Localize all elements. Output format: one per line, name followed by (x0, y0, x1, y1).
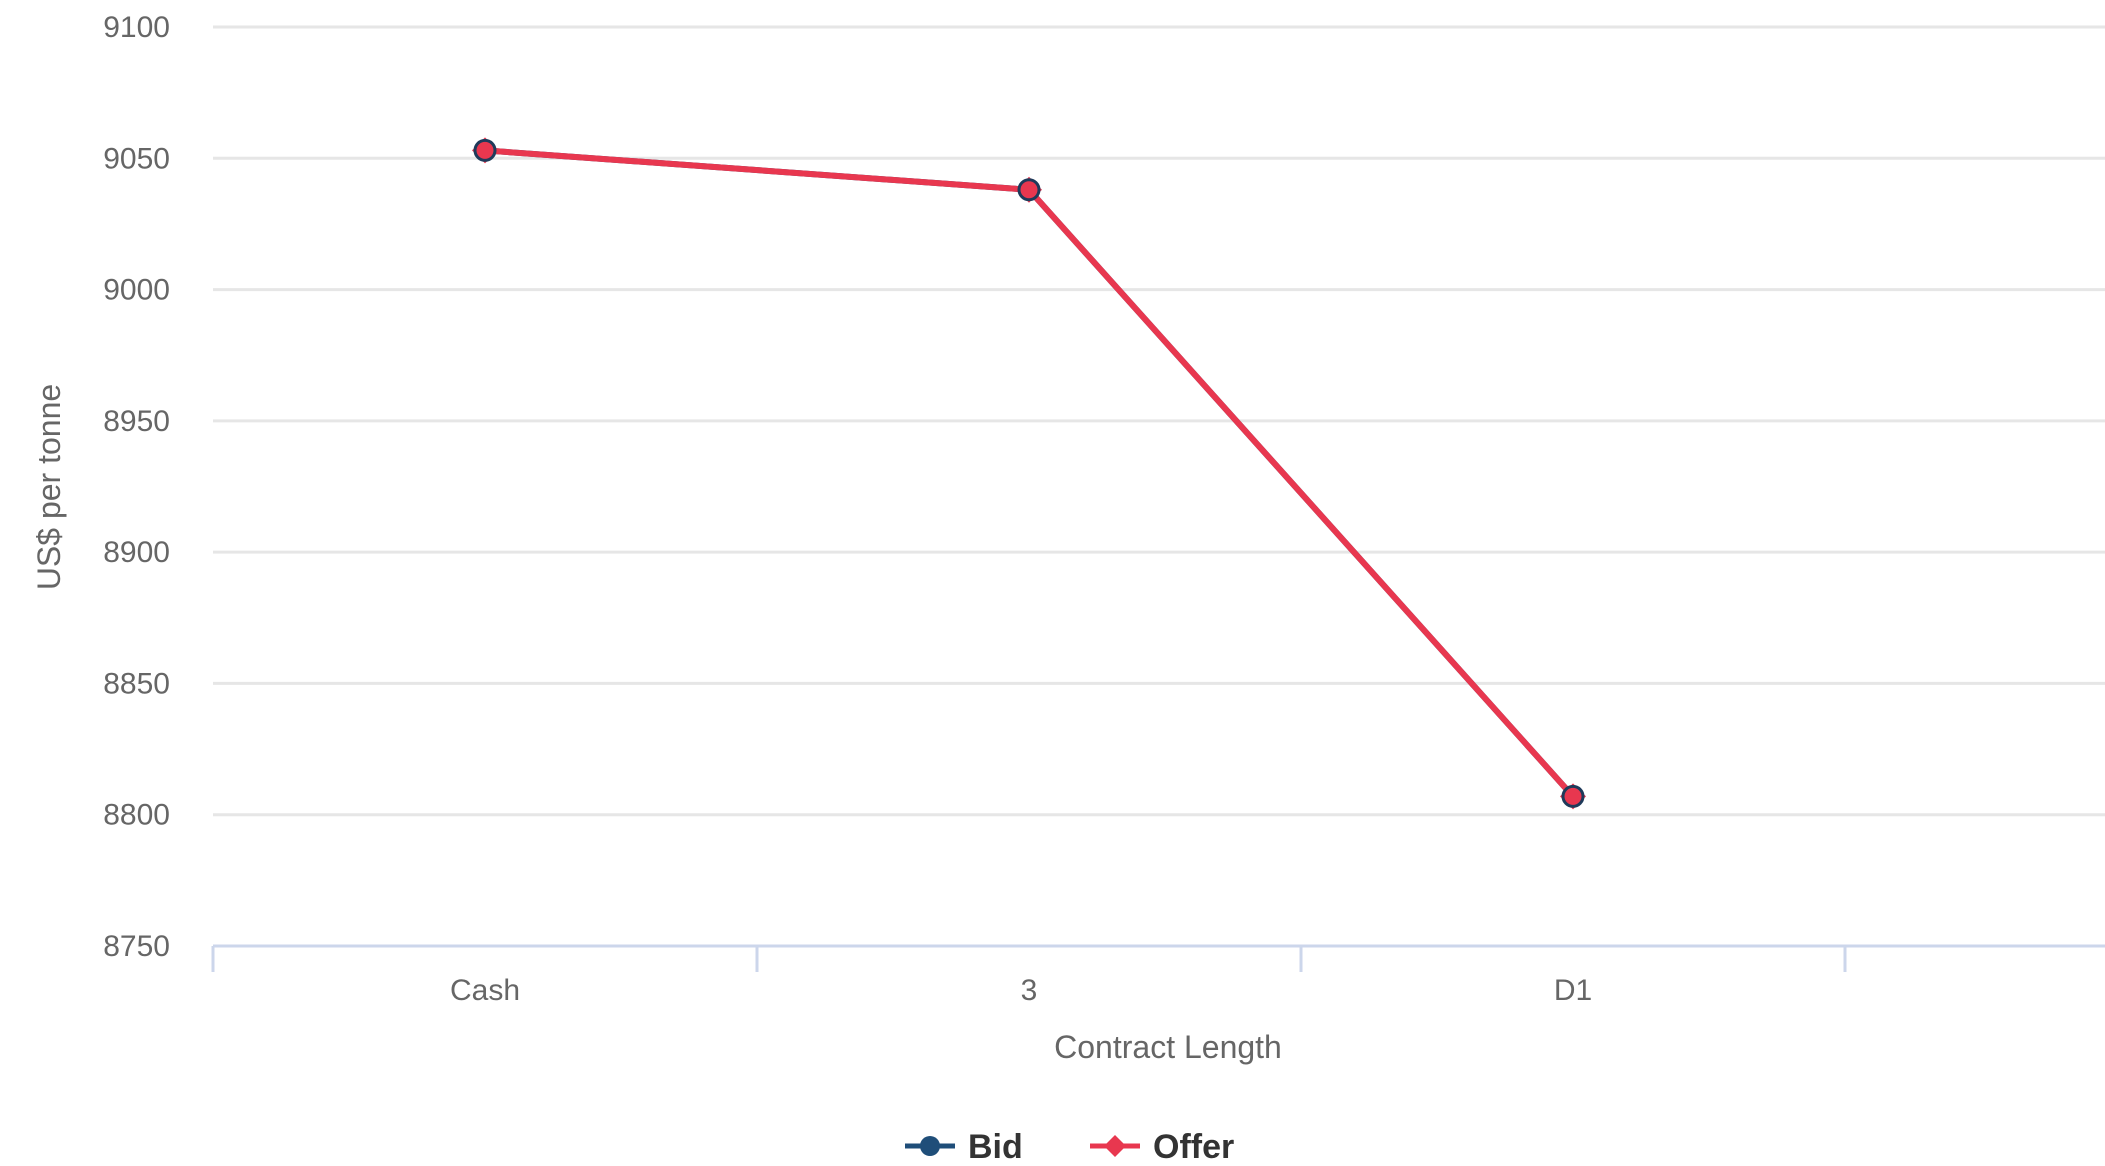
y-axis-ticks: 8750 8800 8850 8900 8950 9000 9050 9100 (103, 11, 170, 963)
data-point[interactable] (473, 138, 497, 162)
y-tick-label: 9000 (103, 274, 170, 307)
legend-symbol (920, 1136, 940, 1156)
y-tick-label: 8950 (103, 405, 170, 438)
y-tick-label: 9100 (103, 11, 170, 44)
legend-label: Bid (968, 1128, 1023, 1166)
data-point[interactable] (1017, 178, 1041, 202)
series-offer (472, 137, 1586, 810)
series-line (484, 147, 1576, 799)
y-tick-label: 9050 (103, 142, 170, 175)
x-tick-label: D1 (1554, 974, 1592, 1007)
legend[interactable]: Bid Offer (905, 1128, 1234, 1166)
y-axis-title: US$ per tonne (31, 384, 67, 590)
x-tick-label: 3 (1021, 974, 1038, 1007)
y-tick-label: 8900 (103, 536, 170, 569)
y-tick-label: 8850 (103, 667, 170, 700)
series-bid (475, 140, 1583, 807)
data-point[interactable] (1561, 784, 1585, 808)
y-tick-label: 8800 (103, 799, 170, 832)
legend-symbol (1104, 1135, 1126, 1157)
legend-item-bid[interactable]: Bid (905, 1128, 1023, 1166)
grid-lines (213, 25, 2105, 817)
legend-label: Offer (1153, 1128, 1234, 1166)
x-axis-title: Contract Length (1054, 1029, 1282, 1065)
y-tick-label: 8750 (103, 930, 170, 963)
x-tick-label: Cash (450, 974, 520, 1007)
legend-item-offer[interactable]: Offer (1090, 1128, 1234, 1166)
series-line (484, 147, 1576, 799)
point-markers (473, 138, 1585, 808)
series-layer (472, 137, 1586, 810)
x-axis: Cash 3 D1 (211, 944, 2105, 1007)
